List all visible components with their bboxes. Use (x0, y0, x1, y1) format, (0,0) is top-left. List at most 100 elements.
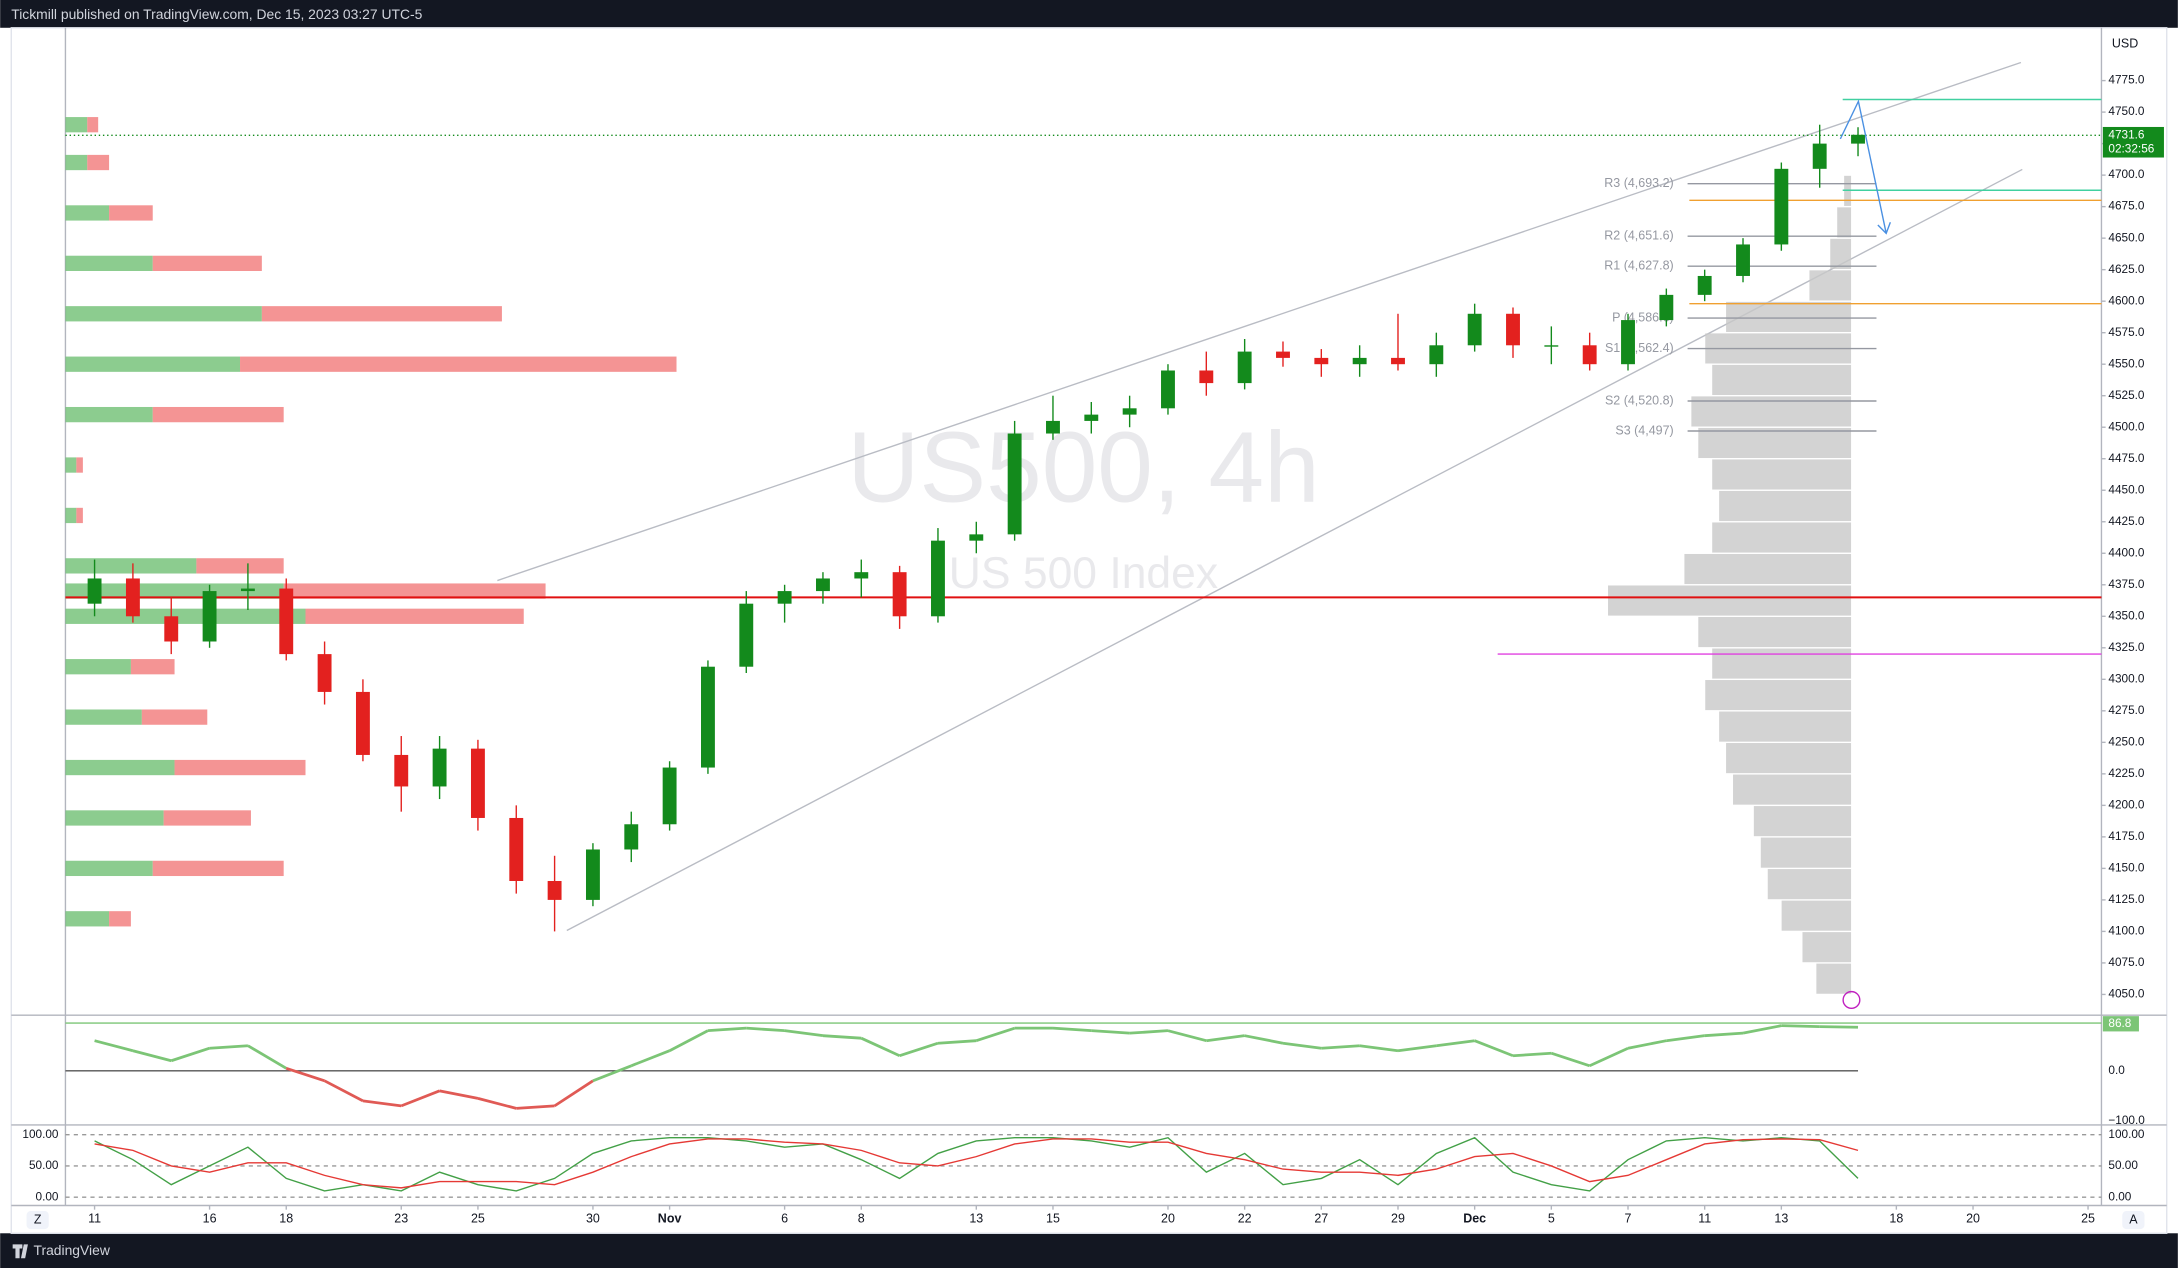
y-tick-label: 4300.0 (2108, 671, 2145, 685)
candle-body (1046, 420, 1060, 434)
candle-body (1314, 357, 1329, 365)
volume-buy (65, 154, 88, 171)
x-tick-label: 30 (586, 1212, 600, 1226)
volume-buy (65, 356, 241, 372)
stoch-tick-label: 0.00 (2108, 1189, 2131, 1203)
rsi-last-box (2102, 1016, 2139, 1032)
candle-body (547, 880, 562, 900)
rsi-segment (94, 1039, 134, 1053)
footer-bar (0, 1233, 2178, 1268)
y-tick-label: 4750.0 (2108, 104, 2145, 118)
x-tick-label: 7 (1625, 1212, 1632, 1226)
candle-body (1697, 275, 1712, 295)
rsi-segment (1589, 1046, 1629, 1068)
rsi-segment (1742, 1024, 1782, 1035)
candle-body (1812, 143, 1827, 169)
candle-body (1506, 313, 1520, 346)
y-tick-label: 4050.0 (2108, 987, 2145, 1001)
session-volume (1705, 680, 1852, 711)
candle-body (585, 849, 600, 900)
rsi-segment (937, 1039, 977, 1045)
candle-body (1774, 168, 1789, 245)
rsi-segment (592, 1064, 632, 1083)
candle-body (777, 591, 792, 604)
session-volume (1712, 522, 1852, 553)
rsi-segment (1129, 1029, 1169, 1035)
y-tick-label: 4700.0 (2108, 167, 2145, 181)
stoch-tick-label: 100.00 (2108, 1127, 2145, 1141)
wedge-upper (497, 61, 2022, 582)
pivot-label: S2 (4,520.8) (1605, 393, 1674, 407)
x-tick-label: 18 (279, 1212, 293, 1226)
rsi-segment (784, 1029, 824, 1038)
volume-sell (109, 911, 131, 927)
volume-sell (174, 759, 306, 776)
session-volume (1698, 616, 1852, 648)
auto-button[interactable] (2122, 1211, 2145, 1230)
volume-buy (65, 117, 88, 133)
candle-body (1544, 345, 1559, 347)
rsi-segment (1436, 1039, 1475, 1048)
rsi-segment (1359, 1044, 1399, 1053)
rsi-segment (170, 1046, 211, 1063)
rsi-segment (209, 1044, 249, 1050)
session-volume (1830, 238, 1852, 269)
x-tick-label: 15 (1046, 1212, 1060, 1226)
session-volume (1816, 963, 1852, 994)
rsi-segment (1282, 1041, 1322, 1050)
candle-body (1467, 313, 1482, 346)
watermark-subtitle: US 500 Index (949, 549, 1218, 598)
candle-body (624, 824, 639, 850)
volume-sell (196, 558, 284, 574)
volume-buy (65, 759, 175, 776)
candle-body (279, 588, 294, 655)
candle-body (164, 616, 179, 642)
candle-body (1851, 134, 1865, 144)
stoch-tick-label-left: 50.00 (29, 1158, 59, 1172)
rsi-segment (1091, 1029, 1130, 1035)
y-tick-label: 4425.0 (2108, 514, 2145, 528)
session-volume (1753, 806, 1852, 837)
session-volume (1608, 585, 1852, 616)
candle-body (969, 534, 984, 541)
y-tick-label: 4475.0 (2108, 451, 2145, 465)
wedge-lower (566, 168, 2023, 932)
x-tick-label: 27 (1314, 1212, 1328, 1226)
volume-sell (130, 659, 175, 675)
x-tick-label: 11 (1698, 1212, 1711, 1226)
y-tick-label: 4150.0 (2108, 860, 2145, 874)
rsi-segment (1781, 1024, 1820, 1029)
countdown-label: 02:32:56 (2108, 141, 2154, 155)
last-price-label: 4731.6 (2108, 127, 2145, 141)
y-tick-label: 4625.0 (2108, 262, 2145, 276)
x-tick-label: 20 (1966, 1212, 1980, 1226)
volume-buy (65, 860, 153, 877)
volume-buy (65, 406, 153, 423)
y-tick-label: 4575.0 (2108, 325, 2145, 339)
y-tick-label: 4200.0 (2108, 797, 2145, 811)
rsi-segment (1627, 1039, 1667, 1050)
pivot-label: S1 (4,562.4) (1605, 341, 1674, 355)
y-tick-label: 4250.0 (2108, 734, 2145, 748)
volume-buy (65, 583, 284, 599)
x-tick-label: 23 (394, 1212, 408, 1226)
header-text: Tickmill published on TradingView.com, D… (11, 6, 422, 22)
session-volume (1837, 207, 1852, 238)
rsi-segment (1512, 1051, 1552, 1058)
rsi-segment (1052, 1026, 1092, 1033)
volume-sell (109, 205, 153, 221)
rsi-segment (362, 1099, 402, 1108)
rsi-segment (439, 1089, 479, 1100)
rsi-segment (400, 1089, 441, 1108)
candle-body (1352, 357, 1367, 365)
y-tick-label: 4775.0 (2108, 73, 2145, 87)
pivot-label: R3 (4,693.2) (1604, 176, 1673, 190)
rsi-segment (707, 1026, 747, 1033)
rsi-segment (1206, 1034, 1245, 1043)
rsi-segment (1167, 1029, 1207, 1043)
rsi-segment (1550, 1051, 1591, 1068)
y-tick-label: 4100.0 (2108, 924, 2145, 938)
scale-button[interactable] (26, 1211, 49, 1230)
